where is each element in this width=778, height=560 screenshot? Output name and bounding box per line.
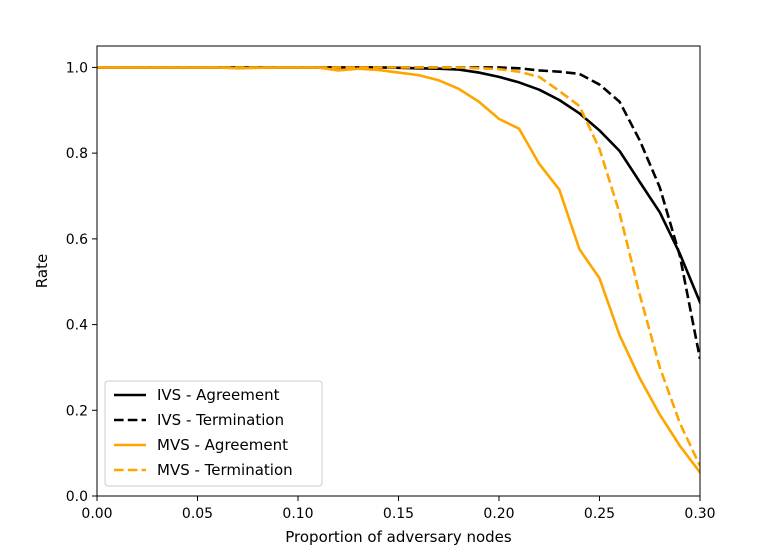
x-tick-label: 0.20 <box>483 506 514 522</box>
x-tick-label: 0.25 <box>584 506 615 522</box>
y-tick-label: 0.2 <box>66 403 88 419</box>
x-tick-label: 0.05 <box>182 506 213 522</box>
x-axis-label: Proportion of adversary nodes <box>285 528 512 546</box>
x-axis: 0.00 0.05 0.10 0.15 0.20 0.25 0.30 <box>81 496 716 522</box>
legend-box <box>104 380 323 487</box>
legend: IVS - Agreement IVS - Termination MVS - Ag… <box>104 380 323 487</box>
x-tick-label: 0.30 <box>684 506 715 522</box>
x-tick-label: 0.00 <box>81 506 112 522</box>
legend-label: MVS - Termination <box>157 461 293 479</box>
legend-label: MVS - Agreement <box>157 436 288 454</box>
y-axis-label: Rate <box>33 254 51 288</box>
y-tick-label: 0.8 <box>66 146 88 162</box>
x-tick-label: 0.15 <box>383 506 414 522</box>
y-tick-label: 0.6 <box>66 232 88 248</box>
y-axis: 0.0 0.2 0.4 0.6 0.8 1.0 <box>66 60 97 505</box>
y-tick-label: 0.4 <box>66 318 88 334</box>
y-tick-label: 1.0 <box>66 60 88 76</box>
x-tick-label: 0.10 <box>282 506 313 522</box>
series-layer <box>97 66 700 475</box>
series-line-mvs-termination <box>97 66 700 467</box>
y-tick-label: 0.0 <box>66 489 88 505</box>
legend-label: IVS - Agreement <box>157 386 280 404</box>
legend-label: IVS - Termination <box>157 411 284 429</box>
